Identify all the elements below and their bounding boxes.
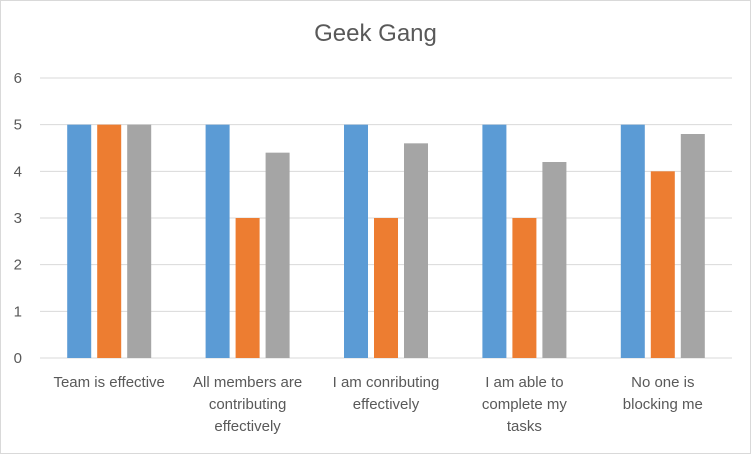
- bar-series1-cat3: [344, 124, 368, 359]
- bar-series3-cat3: [404, 143, 428, 358]
- x-category-label-line: blocking me: [622, 396, 703, 413]
- bar-series2-cat2: [235, 218, 260, 358]
- y-tick-label: 6: [14, 70, 22, 87]
- bar-series3-cat2: [265, 152, 290, 358]
- bar-series3-cat5: [680, 134, 705, 358]
- y-tick-label: 4: [14, 163, 22, 180]
- y-tick-label: 5: [14, 117, 22, 134]
- x-category-label-line: All members are: [192, 374, 303, 391]
- y-tick-label: 2: [14, 257, 22, 274]
- x-category-label: I am able to complete my tasks: [449, 372, 599, 438]
- x-category-label-line: I am conributing: [332, 374, 440, 391]
- x-category-label-line: Team is effective: [53, 374, 165, 391]
- x-category-label-line: effectively: [352, 396, 420, 413]
- bar-series2-cat3: [374, 218, 398, 358]
- y-tick-label: 0: [14, 350, 22, 367]
- bar-series3-cat1: [127, 124, 152, 359]
- x-category-label: I am conributing effectively: [311, 372, 461, 416]
- bar-series2-cat1: [97, 124, 122, 359]
- x-category-label-line: tasks: [506, 418, 542, 435]
- bar-series2-cat5: [650, 171, 675, 358]
- x-category-label-line: No one is: [631, 374, 695, 391]
- chart-title: Geek Gang: [314, 20, 437, 47]
- x-category-label-line: complete my: [481, 396, 567, 413]
- bar-series3-cat4: [542, 162, 567, 358]
- x-category-label: Team is effective: [34, 372, 184, 394]
- x-category-label: All members are contributing effectively: [173, 372, 323, 438]
- x-category-label-line: contributing: [208, 396, 287, 413]
- x-category-label-line: I am able to: [485, 374, 564, 391]
- y-tick-label: 3: [14, 210, 22, 227]
- bar-series1-cat4: [482, 124, 507, 359]
- bar-series1-cat5: [620, 124, 645, 359]
- bar-series1-cat1: [67, 124, 92, 359]
- bar-series1-cat2: [205, 124, 230, 359]
- bar-series2-cat4: [512, 218, 537, 358]
- x-category-label: No one is blocking me: [588, 372, 738, 416]
- x-category-label-line: effectively: [214, 418, 281, 435]
- y-tick-label: 1: [14, 303, 22, 320]
